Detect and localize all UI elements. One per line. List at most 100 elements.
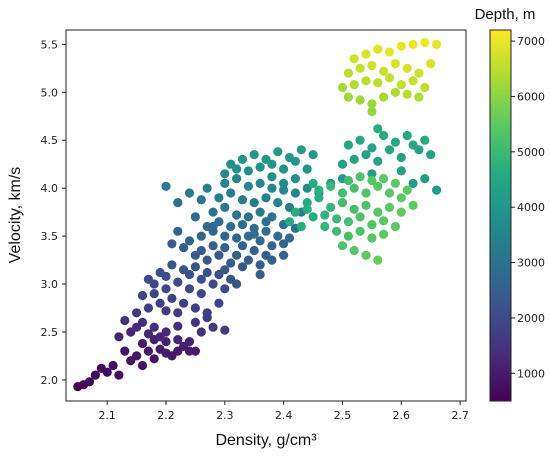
data-point xyxy=(167,239,177,249)
data-point xyxy=(343,68,353,78)
data-point xyxy=(214,298,224,308)
data-point xyxy=(373,156,383,166)
data-point xyxy=(232,174,242,184)
data-point xyxy=(190,250,200,260)
data-point xyxy=(367,169,377,179)
data-point xyxy=(214,193,224,203)
data-point xyxy=(137,360,148,371)
data-point xyxy=(284,152,295,163)
data-point xyxy=(255,162,265,172)
y-axis: 2.0 2.5 3.0 3.5 4.0 4.5 5.0 5.5 xyxy=(41,38,66,387)
data-point xyxy=(361,150,371,160)
y-tick-label: 2.5 xyxy=(41,326,59,339)
data-point xyxy=(302,164,312,174)
data-point xyxy=(343,175,353,186)
data-point xyxy=(96,363,106,373)
data-point xyxy=(349,154,359,164)
data-point xyxy=(232,233,242,243)
data-point xyxy=(408,200,418,210)
data-point xyxy=(137,317,148,327)
data-point xyxy=(361,188,371,198)
data-point xyxy=(355,95,365,105)
data-point xyxy=(190,317,200,327)
data-point xyxy=(279,239,289,249)
data-point xyxy=(132,308,142,318)
data-point xyxy=(279,185,289,195)
data-point xyxy=(214,250,224,260)
data-point xyxy=(332,214,342,224)
data-point xyxy=(414,92,424,102)
data-point xyxy=(208,279,218,289)
data-point xyxy=(220,231,230,241)
data-point xyxy=(396,80,406,90)
data-point xyxy=(173,277,183,287)
data-point xyxy=(355,63,365,73)
y-tick-label: 5.0 xyxy=(41,86,59,99)
x-tick-label: 2.1 xyxy=(98,409,116,422)
data-point xyxy=(343,140,353,150)
data-point xyxy=(173,198,183,208)
data-point xyxy=(426,59,436,69)
data-point xyxy=(402,63,412,73)
x-tick-label: 2.6 xyxy=(393,409,411,422)
data-point xyxy=(361,49,371,59)
data-point xyxy=(308,150,318,160)
data-point xyxy=(279,164,289,174)
data-point xyxy=(84,377,95,387)
data-point xyxy=(414,68,424,78)
data-point xyxy=(137,290,148,301)
data-point xyxy=(161,181,171,191)
data-point xyxy=(220,178,230,188)
data-point xyxy=(137,338,148,349)
data-point xyxy=(267,255,277,265)
data-point xyxy=(432,39,442,50)
data-point xyxy=(196,274,206,284)
data-point xyxy=(226,188,236,198)
data-point xyxy=(267,241,277,251)
x-tick-label: 2.3 xyxy=(216,409,234,422)
data-point xyxy=(249,198,259,208)
data-point xyxy=(355,172,365,182)
data-point xyxy=(314,185,324,195)
x-tick-label: 2.2 xyxy=(157,409,175,422)
data-point xyxy=(367,220,377,230)
y-tick-label: 4.5 xyxy=(41,134,59,147)
data-point xyxy=(208,221,218,232)
data-point xyxy=(155,298,165,308)
plot-frame xyxy=(65,29,467,402)
data-point xyxy=(184,236,195,246)
data-point xyxy=(396,207,406,217)
data-point xyxy=(232,279,242,289)
data-point xyxy=(273,147,283,157)
data-point xyxy=(373,78,383,88)
data-point xyxy=(161,284,171,294)
data-point xyxy=(367,106,377,117)
data-point xyxy=(302,204,312,214)
data-point xyxy=(161,306,171,316)
data-point xyxy=(420,37,430,48)
data-point xyxy=(149,279,159,289)
data-point xyxy=(173,321,183,331)
data-point xyxy=(249,229,259,239)
data-point xyxy=(267,183,277,193)
data-point xyxy=(337,241,348,251)
data-point xyxy=(149,322,159,332)
data-point xyxy=(314,193,324,203)
colorbar-tick-label: 2000 xyxy=(517,312,545,325)
data-point xyxy=(184,284,195,294)
data-point xyxy=(190,262,200,272)
data-point xyxy=(232,210,242,220)
data-point xyxy=(308,212,318,222)
data-point xyxy=(402,130,412,141)
data-point xyxy=(155,267,165,278)
data-point xyxy=(367,99,377,109)
data-point xyxy=(302,198,312,208)
data-point xyxy=(226,159,236,169)
data-point xyxy=(114,332,124,342)
data-point xyxy=(237,220,248,230)
data-point xyxy=(167,293,177,303)
data-point xyxy=(261,226,271,236)
data-point xyxy=(243,181,253,191)
x-tick-label: 2.7 xyxy=(451,409,469,422)
data-point xyxy=(349,183,359,193)
